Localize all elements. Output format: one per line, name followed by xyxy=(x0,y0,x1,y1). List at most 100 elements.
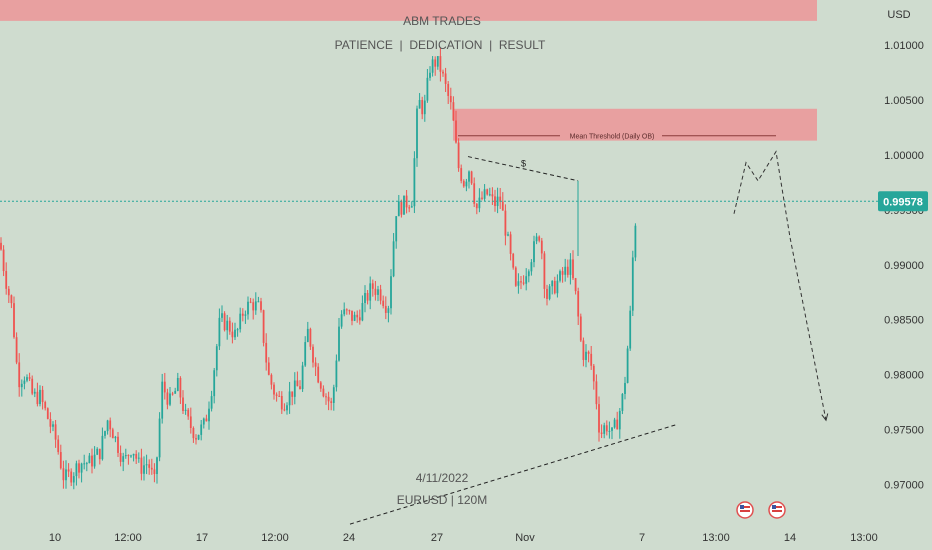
candle-body[interactable] xyxy=(213,370,216,397)
candle-body[interactable] xyxy=(156,457,158,475)
candle-body[interactable] xyxy=(613,419,616,428)
candle-body[interactable] xyxy=(267,362,270,375)
candle-body[interactable] xyxy=(249,301,252,303)
candle-body[interactable] xyxy=(561,271,564,275)
candle-body[interactable] xyxy=(54,424,57,440)
candle-body[interactable] xyxy=(455,120,457,143)
candle-body[interactable] xyxy=(254,301,257,311)
candle-body[interactable] xyxy=(566,266,569,275)
candle-body[interactable] xyxy=(538,236,541,241)
candle-body[interactable] xyxy=(80,463,83,473)
candle-body[interactable] xyxy=(569,259,572,275)
candle-body[interactable] xyxy=(306,328,309,343)
candle-body[interactable] xyxy=(548,286,551,299)
candle-body[interactable] xyxy=(436,56,439,67)
candle-body[interactable] xyxy=(535,236,538,242)
candle-body[interactable] xyxy=(33,391,36,394)
candle-body[interactable] xyxy=(374,288,377,295)
candle-body[interactable] xyxy=(270,374,273,385)
candle-body[interactable] xyxy=(626,348,629,383)
candle-body[interactable] xyxy=(611,427,613,431)
candle-body[interactable] xyxy=(169,393,171,405)
candle-body[interactable] xyxy=(390,276,392,309)
candle-body[interactable] xyxy=(195,438,197,440)
candle-body[interactable] xyxy=(460,168,463,181)
candle-body[interactable] xyxy=(335,360,338,388)
candle-body[interactable] xyxy=(114,436,117,439)
candle-body[interactable] xyxy=(358,317,361,321)
trendline-0[interactable] xyxy=(349,423,679,525)
candle-body[interactable] xyxy=(546,288,548,299)
candle-body[interactable] xyxy=(413,158,416,207)
candle-body[interactable] xyxy=(189,416,192,428)
candle-body[interactable] xyxy=(109,420,112,430)
candle-body[interactable] xyxy=(616,419,619,430)
candle-body[interactable] xyxy=(163,381,166,393)
candle-body[interactable] xyxy=(491,194,494,197)
candle-body[interactable] xyxy=(265,342,268,363)
candle-body[interactable] xyxy=(382,300,385,307)
candle-body[interactable] xyxy=(36,391,39,405)
candle-body[interactable] xyxy=(26,377,28,381)
candle-body[interactable] xyxy=(478,197,481,209)
candle-body[interactable] xyxy=(507,234,509,236)
candle-body[interactable] xyxy=(57,439,60,453)
candle-body[interactable] xyxy=(520,281,522,283)
candle-body[interactable] xyxy=(148,464,151,468)
candle-body[interactable] xyxy=(551,280,554,287)
candle-body[interactable] xyxy=(257,301,260,303)
candle-body[interactable] xyxy=(83,463,86,465)
us-flag-event-icon[interactable] xyxy=(736,501,754,519)
candle-body[interactable] xyxy=(127,455,130,457)
candle-body[interactable] xyxy=(182,397,184,411)
candle-body[interactable] xyxy=(317,366,320,383)
candle-body[interactable] xyxy=(585,351,587,360)
candle-body[interactable] xyxy=(592,365,595,382)
candle-body[interactable] xyxy=(462,180,465,187)
candle-body[interactable] xyxy=(444,73,447,84)
candle-body[interactable] xyxy=(226,320,229,331)
candle-body[interactable] xyxy=(447,83,450,96)
candle-body[interactable] xyxy=(330,401,333,403)
candle-body[interactable] xyxy=(187,409,190,417)
candle-body[interactable] xyxy=(244,314,247,316)
candle-body[interactable] xyxy=(392,241,395,277)
trendline-1[interactable] xyxy=(467,156,579,182)
candle-body[interactable] xyxy=(309,328,312,347)
candle-body[interactable] xyxy=(210,396,213,409)
candle-body[interactable] xyxy=(338,326,340,361)
candle-body[interactable] xyxy=(605,425,608,432)
candle-body[interactable] xyxy=(7,288,10,296)
candle-body[interactable] xyxy=(499,196,502,202)
candle-body[interactable] xyxy=(65,469,67,481)
candle-body[interactable] xyxy=(405,195,408,208)
candle-body[interactable] xyxy=(101,435,104,460)
candle-body[interactable] xyxy=(348,310,351,312)
candle-body[interactable] xyxy=(525,276,528,284)
candle-body[interactable] xyxy=(145,464,148,466)
candle-body[interactable] xyxy=(387,308,390,313)
candle-body[interactable] xyxy=(345,309,348,311)
candle-body[interactable] xyxy=(426,77,429,101)
candle-body[interactable] xyxy=(252,302,255,311)
candle-body[interactable] xyxy=(322,388,325,397)
candle-body[interactable] xyxy=(93,454,96,467)
candle-body[interactable] xyxy=(366,293,369,301)
candle-body[interactable] xyxy=(5,271,8,289)
candle-body[interactable] xyxy=(296,380,299,387)
candle-body[interactable] xyxy=(46,408,49,419)
candle-body[interactable] xyxy=(117,436,119,453)
candle-body[interactable] xyxy=(283,409,286,411)
candle-body[interactable] xyxy=(504,210,507,236)
candle-body[interactable] xyxy=(434,59,437,67)
candle-body[interactable] xyxy=(449,95,452,103)
candle-body[interactable] xyxy=(587,351,590,354)
candle-body[interactable] xyxy=(20,383,23,388)
candle-body[interactable] xyxy=(533,241,535,263)
candle-body[interactable] xyxy=(171,393,174,395)
candle-body[interactable] xyxy=(239,313,242,330)
candle-body[interactable] xyxy=(111,429,114,439)
candle-body[interactable] xyxy=(288,391,291,406)
candle-body[interactable] xyxy=(577,291,580,317)
candle-body[interactable] xyxy=(28,377,31,379)
